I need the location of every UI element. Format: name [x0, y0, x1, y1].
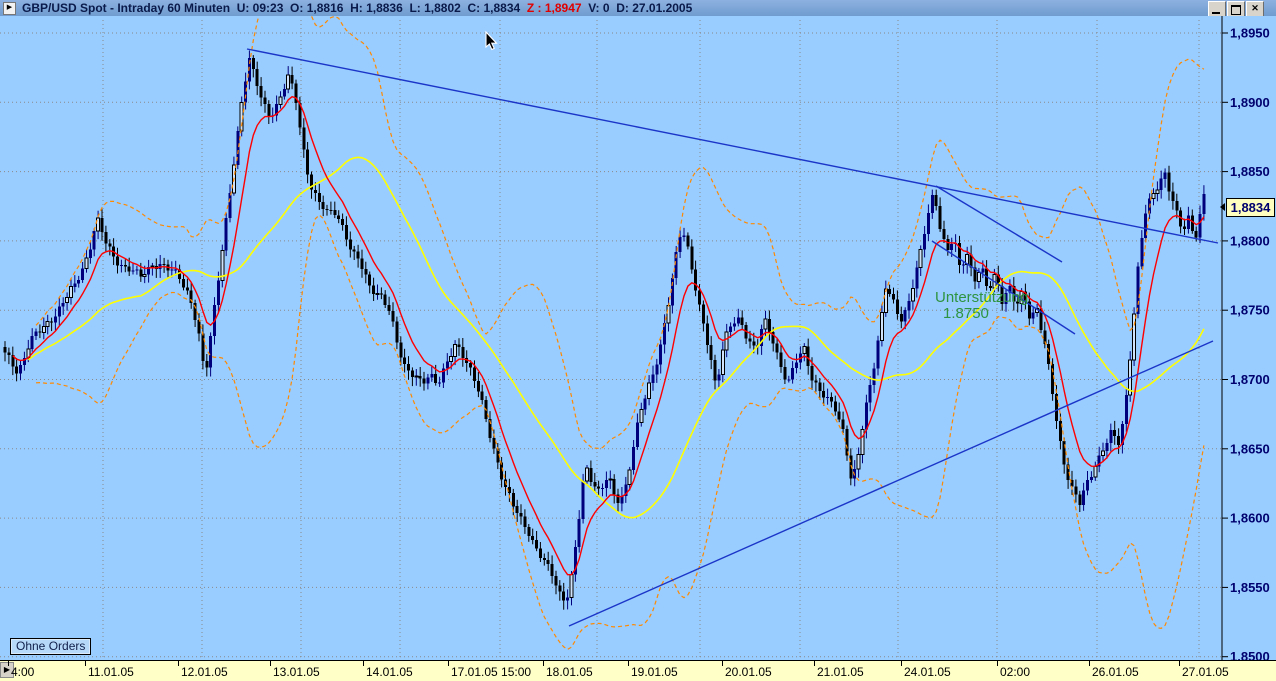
- fast-ma-line: [12, 95, 1205, 576]
- upper-band-line: [35, 16, 1205, 449]
- svg-text:1,8550: 1,8550: [1230, 580, 1270, 595]
- title-z-value: Z : 1,8947: [526, 1, 582, 15]
- support-annotation-level: 1.8750: [943, 305, 989, 322]
- x-axis-tick: [1089, 661, 1090, 666]
- minimize-button[interactable]: [1208, 1, 1226, 17]
- title-tail: V: 0 D: 27.01.2005: [581, 1, 693, 15]
- gridlines: [0, 20, 1222, 660]
- x-axis-tick: [997, 661, 998, 666]
- x-axis-tick: [543, 661, 544, 666]
- svg-text:1,8600: 1,8600: [1230, 511, 1270, 526]
- minimize-icon: [1212, 12, 1220, 14]
- support-annotation: Unterstützung 1.8750: [935, 290, 1028, 322]
- price-marker-arrow: [1220, 203, 1225, 211]
- x-axis-label: 24.01.05: [904, 665, 951, 679]
- svg-text:1,8750: 1,8750: [1230, 303, 1270, 318]
- x-axis-label: 19.01.05: [631, 665, 678, 679]
- x-axis-tick: [1179, 661, 1180, 666]
- x-axis-tick: [722, 661, 723, 666]
- x-axis-label: 13.01.05: [273, 665, 320, 679]
- x-axis-tick: [8, 661, 9, 666]
- window-title: GBP/USD Spot - Intraday 60 Minuten U: 09…: [22, 1, 527, 15]
- x-axis-tick: [178, 661, 179, 666]
- trendline-channel-lower: [931, 240, 1076, 335]
- x-axis-tick: [448, 661, 449, 666]
- svg-text:1,8950: 1,8950: [1230, 26, 1270, 41]
- svg-text:1,8700: 1,8700: [1230, 372, 1270, 387]
- support-annotation-text: Unterstützung: [935, 289, 1029, 306]
- x-axis-label: 14.01.05: [366, 665, 413, 679]
- window-titlebar: ▶ GBP/USD Spot - Intraday 60 Minuten U: …: [0, 0, 1276, 17]
- candles-layer: [3, 50, 1206, 610]
- candlestick-chart: 1,8950 1,8900 1,8850 1,8800 1,8750 1,8700 1,86…: [0, 16, 1270, 664]
- trendline-descending-resistance: [246, 48, 1219, 244]
- trendline-ascending-support: [568, 340, 1214, 627]
- x-axis-label: 02:00: [1000, 665, 1031, 679]
- x-axis-label: 27.01.05: [1182, 665, 1229, 679]
- x-axis-tick: [901, 661, 902, 666]
- close-button[interactable]: ✕: [1246, 1, 1264, 17]
- price-axis: 1,8950 1,8900 1,8850 1,8800 1,8750 1,8700 1,86…: [1221, 16, 1270, 664]
- window-controls: ✕: [1207, 1, 1264, 17]
- svg-text:1,8800: 1,8800: [1230, 233, 1270, 248]
- x-axis-label: 17.01.05 15:00: [451, 665, 532, 679]
- svg-text:1,8900: 1,8900: [1230, 95, 1270, 110]
- x-axis-label: 20.01.05: [725, 665, 772, 679]
- x-axis-label: 26.01.05: [1092, 665, 1139, 679]
- x-axis-label: 4:00: [11, 665, 35, 679]
- x-axis-label: 12.01.05: [181, 665, 228, 679]
- current-price-badge: 1,8834: [1226, 198, 1275, 217]
- x-axis-tick: [270, 661, 271, 666]
- scroll-left-button[interactable]: ▶: [0, 662, 14, 678]
- svg-text:1,8850: 1,8850: [1230, 164, 1270, 179]
- maximize-icon: [1231, 5, 1241, 15]
- time-axis: ▶ 4:00 11.01.05 12.01.05 13.01.05 14.01.05 17…: [0, 660, 1276, 681]
- x-axis-tick: [814, 661, 815, 666]
- price-chart-area[interactable]: 1,8950 1,8900 1,8850 1,8800 1,8750 1,8700 1,86…: [0, 16, 1276, 664]
- x-axis-tick: [85, 661, 86, 666]
- trendline-channel-upper: [935, 185, 1063, 263]
- x-axis-tick: [628, 661, 629, 666]
- x-axis-label: 18.01.05: [546, 665, 593, 679]
- orders-status-box: Ohne Orders: [10, 638, 92, 655]
- x-axis-tick: [363, 661, 364, 666]
- x-axis-label: 11.01.05: [88, 665, 134, 679]
- x-axis-label: 21.01.05: [817, 665, 864, 679]
- lower-band-line: [35, 214, 1205, 651]
- maximize-button[interactable]: [1227, 1, 1245, 17]
- slow-ma-line: [27, 156, 1205, 519]
- svg-text:1,8500: 1,8500: [1230, 649, 1270, 660]
- svg-text:1,8650: 1,8650: [1230, 441, 1270, 456]
- mouse-cursor-icon: [485, 30, 498, 51]
- window-menu-icon[interactable]: ▶: [3, 1, 16, 15]
